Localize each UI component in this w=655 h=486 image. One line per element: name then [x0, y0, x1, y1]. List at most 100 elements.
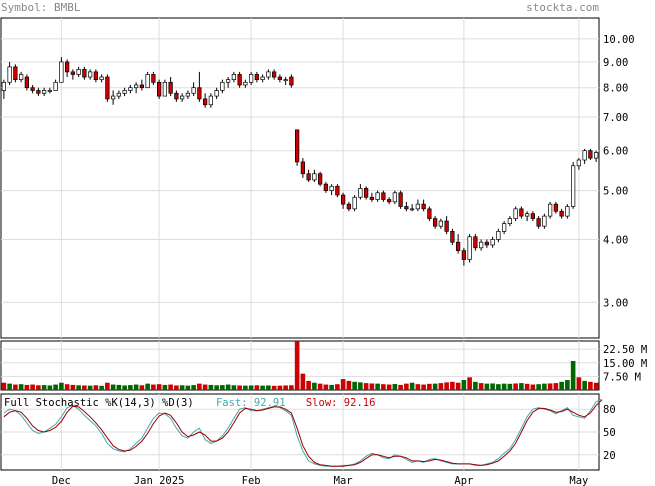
volume-bar	[243, 385, 248, 390]
volume-bar	[191, 385, 196, 390]
volume-bar	[156, 384, 162, 390]
candle-body	[260, 76, 265, 81]
volume-bar	[145, 383, 150, 390]
time-tick-label: Dec	[52, 475, 71, 486]
price-tick-label: 9.00	[603, 57, 628, 69]
candle-body	[231, 74, 237, 81]
candle-body	[547, 203, 553, 217]
volume-bar	[398, 384, 403, 390]
candle-body	[87, 71, 93, 78]
candle-body	[151, 74, 156, 83]
candle-body	[536, 218, 541, 227]
fast-label: Fast:	[216, 397, 254, 409]
volume-bar	[254, 385, 260, 390]
candle-body	[145, 74, 150, 89]
volume-bar	[260, 385, 265, 390]
candle-body	[237, 74, 242, 86]
price-tick-label: 8.00	[603, 83, 628, 95]
volume-bar	[559, 381, 564, 390]
candle-body	[593, 152, 599, 159]
volume-bar	[317, 383, 323, 390]
panel-frame-1	[0, 340, 600, 391]
volume-bar	[174, 385, 179, 390]
candle-body	[358, 188, 363, 198]
stochastic-line-fast	[3, 398, 603, 467]
volume-bar	[369, 383, 375, 390]
candle-body	[191, 87, 196, 94]
time-tick-label: Jan 2025	[134, 475, 185, 486]
volume-bar	[501, 383, 507, 390]
stochastic-line-slow	[3, 399, 603, 467]
candle-body	[70, 71, 76, 75]
candle-body	[179, 95, 185, 100]
volume-bar	[323, 384, 329, 390]
candle-body	[467, 236, 472, 260]
candle-body	[36, 90, 41, 94]
volume-bar	[312, 382, 317, 390]
candle-body	[294, 129, 300, 163]
stochastic-title: Full Stochastic %K(14,3) %D(3)	[4, 397, 194, 409]
candle-body	[478, 241, 484, 249]
volume-bar	[99, 385, 104, 390]
volume-bar	[162, 384, 168, 390]
candle-body	[519, 208, 524, 217]
candle-body	[76, 68, 81, 75]
volume-bar	[438, 383, 444, 390]
candle-body	[490, 239, 495, 246]
candle-body	[93, 71, 99, 81]
candle-body	[415, 203, 421, 210]
candle-body	[369, 196, 375, 200]
volume-bar	[536, 384, 541, 390]
candle-body	[570, 165, 576, 207]
candle-body	[432, 218, 438, 227]
candle-body	[133, 84, 139, 89]
volume-bar	[432, 383, 438, 390]
volume-bar	[202, 384, 208, 390]
volume-bar	[478, 383, 484, 390]
volume-bar	[294, 341, 300, 390]
volume-bar	[381, 384, 386, 390]
candle-body	[559, 210, 564, 217]
candle-body	[283, 79, 288, 82]
volume-bar	[306, 380, 311, 390]
volume-bar	[461, 380, 467, 390]
volume-bar	[231, 385, 237, 390]
candle-body	[438, 220, 444, 227]
candle-body	[329, 185, 334, 191]
volume-bar	[64, 384, 70, 390]
volume-bar	[490, 383, 495, 390]
candle-body	[248, 74, 254, 83]
volume-bar	[151, 384, 156, 390]
volume-bar	[105, 382, 110, 390]
candle-body	[271, 71, 277, 78]
stochastic-tick-label: 50	[603, 427, 616, 439]
candle-body	[317, 173, 323, 185]
candle-body	[277, 76, 283, 81]
volume-bar	[30, 384, 35, 390]
volume-bar	[335, 384, 340, 390]
price-tick-label: 3.00	[603, 297, 628, 309]
volume-bar	[128, 385, 133, 390]
candle-body	[542, 215, 547, 227]
volume-bar	[329, 384, 334, 390]
candle-body	[13, 66, 18, 81]
candle-body	[202, 98, 208, 106]
candle-body	[530, 213, 536, 219]
candle-body	[18, 74, 24, 81]
candle-body	[289, 76, 294, 86]
candle-body	[335, 185, 340, 196]
volume-tick-label: 22.50 M	[603, 344, 647, 356]
candle-body	[220, 81, 225, 91]
candle-body	[404, 206, 409, 210]
time-tick-label: Feb	[242, 475, 261, 486]
volume-bar	[59, 382, 64, 390]
candle-body	[30, 87, 35, 91]
candle-body	[375, 192, 380, 200]
volume-bar	[582, 380, 587, 390]
price-tick-label: 7.00	[603, 112, 628, 124]
volume-bar	[455, 382, 461, 390]
volume-bar	[375, 383, 380, 390]
candle-body	[197, 87, 202, 100]
candle-body	[496, 231, 501, 240]
